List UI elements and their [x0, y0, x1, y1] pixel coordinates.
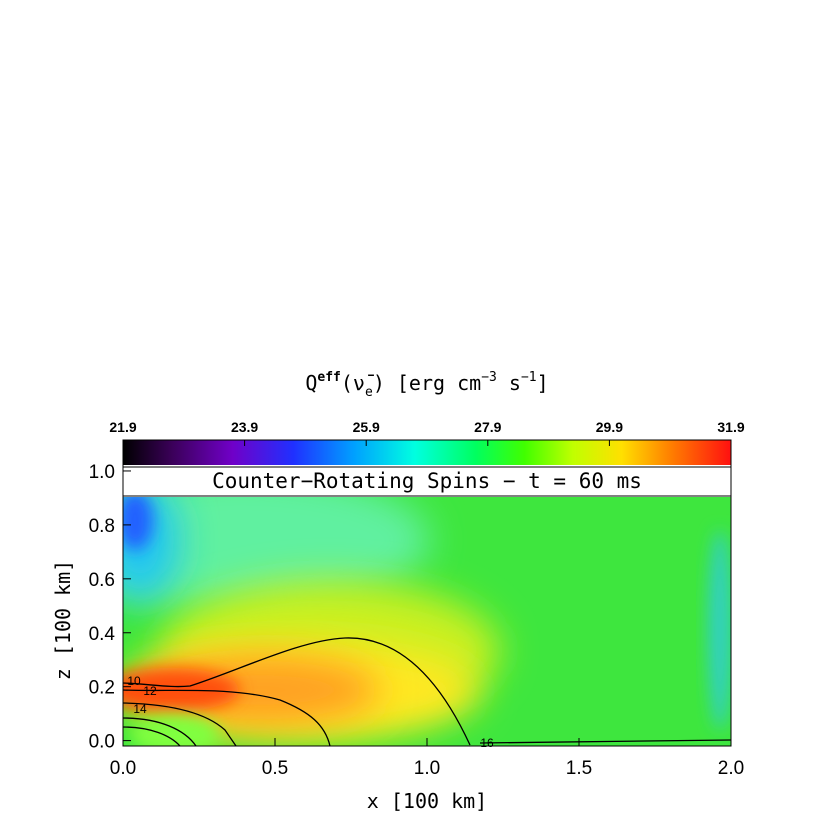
- y-tick-label: 0.0: [89, 732, 115, 753]
- y-tick-label: 0.8: [89, 516, 115, 537]
- y-axis-label: z [100 km]: [51, 560, 75, 680]
- contour-line: [479, 739, 732, 744]
- x-tick-label: 1.0: [414, 758, 440, 779]
- colorbar-tick-label: 25.9: [353, 419, 380, 435]
- colorbar-tick-label: 27.9: [474, 419, 501, 435]
- y-tick-label: 0.2: [89, 678, 115, 699]
- contour-line: [122, 726, 181, 747]
- contour-label: 10: [127, 674, 141, 688]
- colorbar-tick-label: 31.9: [717, 419, 744, 435]
- y-tick-label: 0.6: [89, 570, 115, 591]
- contour-line: [122, 689, 331, 747]
- x-tick-label: 0.5: [262, 758, 288, 779]
- colorbar-tick-label: 21.9: [109, 419, 136, 435]
- contours: [122, 637, 732, 747]
- colorbar-tick-label: 23.9: [231, 419, 258, 435]
- colorbar-label: Qeff(ν̄e) [erg cm−3 s−1]: [305, 370, 548, 400]
- contour-line: [122, 637, 471, 746]
- x-axis-label: x [100 km]: [367, 789, 487, 813]
- x-tick-label: 1.5: [566, 758, 592, 779]
- colorbar: [123, 440, 731, 465]
- contour-line: [122, 717, 197, 747]
- contour-label: 16: [480, 736, 494, 750]
- label-part: Q: [305, 371, 317, 395]
- label-part: e: [365, 385, 373, 400]
- contour-label: 12: [143, 684, 157, 698]
- label-part: −1: [521, 370, 537, 385]
- y-tick-label: 1.0: [89, 462, 115, 483]
- heatmap-field: [123, 497, 731, 746]
- label-part: s: [497, 371, 521, 395]
- label-part: eff: [317, 370, 340, 385]
- label-part: ]: [537, 371, 549, 395]
- colorbar-tick-label: 29.9: [596, 419, 623, 435]
- title-box: [122, 466, 732, 497]
- contour-line: [122, 702, 237, 747]
- label-part: −3: [481, 370, 497, 385]
- panel-title: Counter−Rotating Spins − t = 60 ms: [212, 469, 642, 493]
- x-tick-label: 0.0: [110, 758, 136, 779]
- contour-label: 14: [133, 702, 147, 716]
- label-part: ) [erg cm: [373, 371, 481, 395]
- y-tick-label: 0.4: [89, 624, 116, 645]
- x-tick-label: 2.0: [718, 758, 744, 779]
